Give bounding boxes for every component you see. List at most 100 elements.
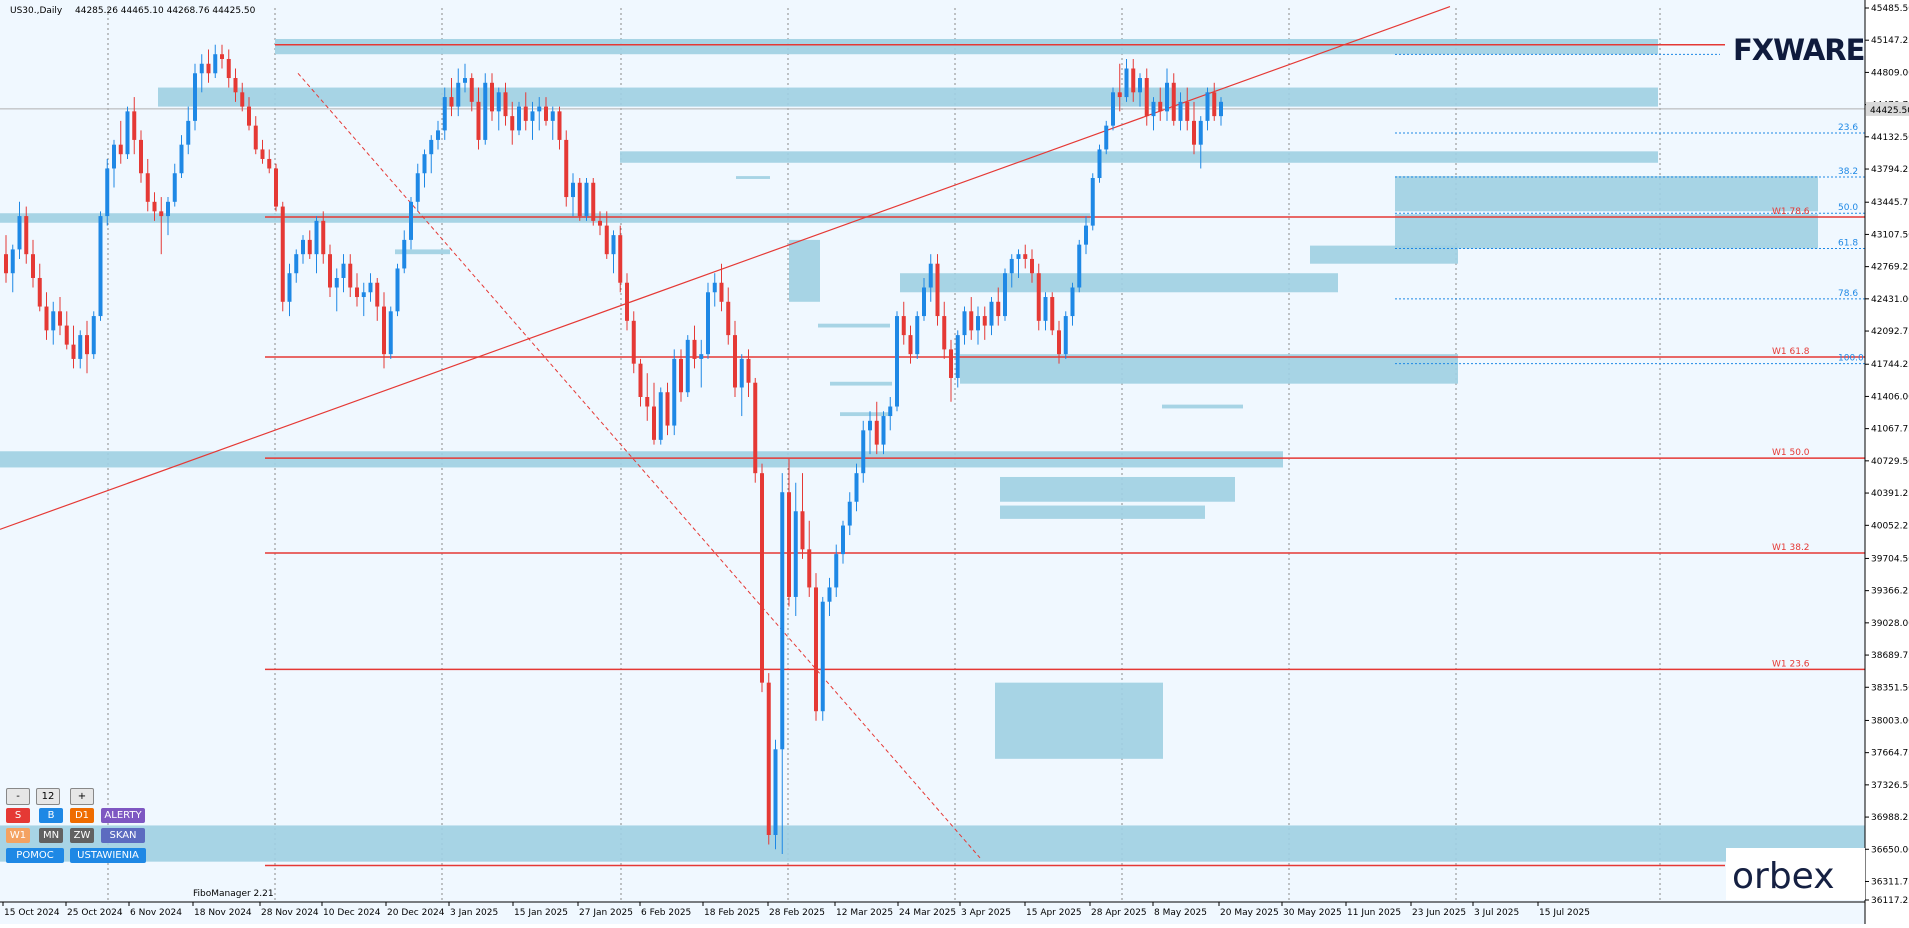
date-tick-label: 10 Dec 2024 [323, 908, 381, 918]
candle-body [1009, 258, 1014, 274]
candle-body [996, 301, 1001, 317]
candle-body [51, 311, 56, 331]
candle-body [1036, 273, 1041, 321]
candle-body [773, 749, 778, 835]
candle-body [449, 97, 454, 107]
candle-body [395, 268, 400, 312]
candle-body [530, 111, 535, 121]
candle-body [510, 116, 515, 131]
candle-body [969, 311, 974, 331]
button-b[interactable]: B [39, 808, 63, 823]
candle-body [1198, 120, 1203, 145]
price-tick-label: 40729.50 [1871, 457, 1909, 467]
button-mn[interactable]: MN [39, 828, 63, 843]
price-tick-label: 36117.25 [1871, 896, 1909, 906]
candle-body [280, 206, 285, 302]
candle-body [294, 254, 299, 274]
candle-body [112, 144, 116, 169]
button-d1[interactable]: D1 [70, 808, 94, 823]
candle-body [658, 392, 663, 440]
candle-body [1097, 149, 1102, 179]
candle-body [274, 168, 278, 207]
button-zw[interactable]: ZW [70, 828, 94, 843]
price-tick-label: 44809.00 [1871, 68, 1909, 78]
price-tick-label: 38351.50 [1871, 683, 1909, 693]
candle-body [706, 292, 710, 355]
candle-body [982, 316, 987, 326]
zone-rect [620, 151, 1658, 163]
candle-body [1016, 254, 1021, 259]
candle-body [98, 216, 103, 317]
candle-body [179, 144, 184, 174]
fib-retracement-label: 61.8 [1838, 238, 1858, 248]
button-w1[interactable]: W1 [6, 828, 30, 843]
candle-body [685, 339, 690, 393]
plus-button[interactable]: + [70, 788, 94, 805]
candle-body [746, 358, 751, 383]
time-axis: 15 Oct 2024 25 Oct 2024 6 Nov 2024 18 Nov 2… [2, 902, 1590, 918]
button-s[interactable]: S [6, 808, 30, 823]
price-tick-label: 41067.75 [1871, 425, 1909, 435]
candle-body [341, 263, 346, 278]
price-tick-label: 43445.75 [1871, 198, 1909, 208]
zone-rect [1395, 214, 1818, 249]
price-tick-label: 39704.50 [1871, 554, 1909, 564]
candle-body [753, 382, 758, 474]
price-tick-label: 39366.25 [1871, 587, 1909, 597]
candle-body [159, 211, 164, 217]
price-tick-label: 36988.25 [1871, 813, 1909, 823]
candle-body [699, 354, 704, 359]
candle-body [307, 239, 312, 255]
candle-body [827, 587, 832, 602]
candle-body [955, 335, 960, 378]
price-tick-label: 37664.75 [1871, 749, 1909, 759]
button-ustawienia[interactable]: USTAWIENIA [70, 848, 146, 863]
candle-body [375, 282, 380, 307]
zone-rect [789, 239, 820, 302]
candle-body [820, 601, 825, 712]
labels: W1 78.6 W1 61.8 W1 50.0 W1 38.2 W1 23.6 23.6 3… [1772, 123, 1864, 669]
zone-rect [0, 825, 1865, 862]
candle-body [915, 316, 920, 355]
candle-body [206, 63, 211, 74]
candle-body [881, 416, 886, 445]
current-price-tag [1866, 101, 1909, 116]
candle-body [1104, 125, 1109, 150]
minus-button[interactable]: - [6, 788, 30, 805]
button-skan[interactable]: SKAN [101, 828, 145, 843]
weekly-fib-label: W1 38.2 [1772, 543, 1810, 553]
date-tick-label: 20 Dec 2024 [387, 908, 445, 918]
candle-body [1158, 101, 1163, 112]
candle-body [260, 149, 265, 159]
date-tick-label: 28 Apr 2025 [1091, 908, 1147, 918]
button-pomoc[interactable]: POMOC [6, 848, 64, 863]
candle-body [1077, 244, 1082, 288]
button-alerty[interactable]: ALERTY [101, 808, 145, 823]
candle-body [780, 492, 785, 750]
fib-retracement-label: 100.0 [1838, 354, 1864, 364]
candle-body [550, 111, 555, 121]
count-field[interactable]: 12 [36, 788, 60, 805]
candle-body [976, 316, 980, 331]
candle-body [85, 335, 89, 355]
candle-body [564, 139, 569, 198]
zone-rect [840, 412, 892, 417]
candle-body [888, 406, 893, 417]
candle-body [1138, 78, 1142, 93]
candle-body [577, 182, 582, 217]
candle-body [31, 254, 35, 278]
candle-body [213, 54, 218, 74]
candle-body [139, 139, 143, 174]
candle-body [935, 263, 940, 317]
candle-body [1124, 68, 1129, 98]
price-tick-label: 43794.25 [1871, 165, 1909, 175]
weekly-fib-label: W1 50.0 [1772, 448, 1810, 458]
candle-body [402, 239, 407, 269]
price-tick-label: 42092.75 [1871, 327, 1909, 337]
candle-body [928, 263, 933, 288]
zone-rect [0, 451, 1283, 468]
candle-body [625, 282, 629, 321]
candle-body [814, 587, 818, 712]
